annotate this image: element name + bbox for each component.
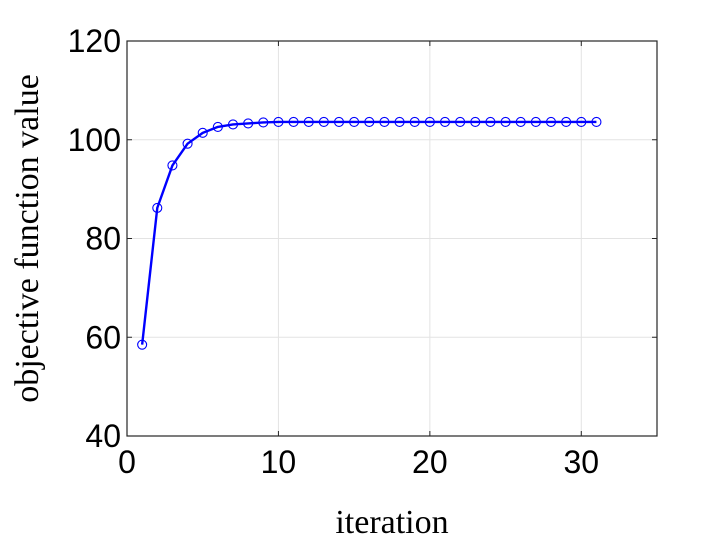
y-tick-label: 80 [85, 221, 121, 257]
axis-ticks [126, 40, 657, 437]
x-tick-label: 0 [118, 444, 136, 480]
data-point [167, 160, 178, 171]
grid-lines [126, 40, 657, 437]
data-point [545, 116, 557, 128]
data-point [379, 116, 390, 128]
data-point [333, 116, 345, 128]
data-point [152, 202, 163, 213]
data-point [455, 116, 466, 128]
series-line [140, 120, 597, 345]
data-point [500, 116, 511, 128]
y-tick-label: 120 [68, 23, 121, 59]
data-point [409, 116, 420, 128]
y-tick-label: 60 [85, 319, 121, 355]
data-point [349, 116, 360, 128]
x-tick-label: 20 [412, 444, 448, 480]
data-point [288, 116, 299, 128]
data-point [197, 127, 208, 138]
data-point [394, 116, 405, 128]
data-point [258, 117, 269, 128]
data-point-markers [137, 116, 602, 350]
y-tick-label: 40 [85, 418, 121, 454]
data-point [485, 116, 496, 128]
data-point [364, 116, 375, 128]
data-point [561, 116, 572, 128]
data-point [530, 116, 541, 128]
data-point [318, 116, 329, 128]
x-tick-labels: 0 10 20 30 [118, 444, 599, 480]
data-point [273, 116, 284, 128]
data-point [576, 116, 587, 128]
data-point [515, 116, 526, 128]
data-point [212, 121, 223, 132]
data-point [243, 118, 254, 129]
y-tick-label: 100 [68, 122, 121, 158]
y-tick-labels: 40 60 80 100 120 [68, 23, 121, 454]
x-axis-label: iteration [335, 504, 448, 541]
data-point [424, 116, 435, 128]
data-point [227, 119, 239, 130]
x-tick-label: 10 [261, 444, 297, 480]
y-axis-label: objective function value [9, 74, 46, 403]
data-point [182, 138, 193, 149]
data-point [470, 116, 481, 128]
data-point [303, 116, 314, 128]
data-point [439, 116, 451, 128]
x-tick-label: 30 [563, 444, 599, 480]
data-point [137, 339, 148, 350]
data-point [591, 116, 602, 128]
